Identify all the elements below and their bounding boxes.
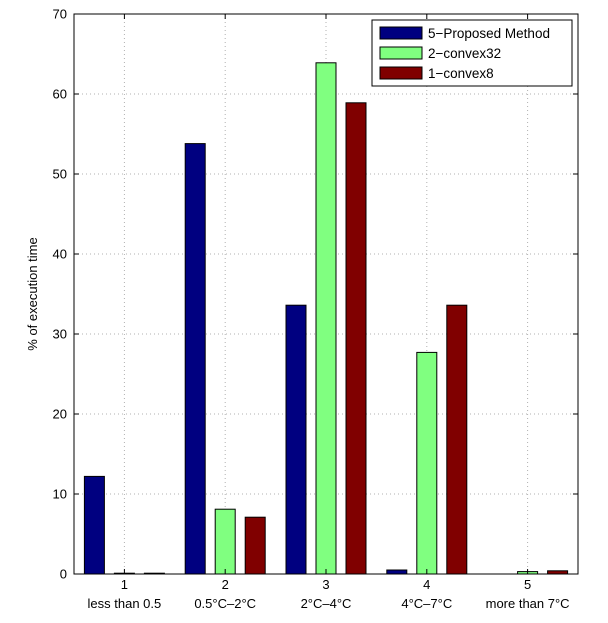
x-tick-label: 2 xyxy=(222,577,229,592)
bars xyxy=(83,62,569,575)
x-tick-sublabel: 2°C–4°C xyxy=(301,596,352,611)
x-tick-label: 4 xyxy=(423,577,430,592)
bar xyxy=(446,304,468,575)
bar xyxy=(83,475,105,575)
y-tick-label: 60 xyxy=(53,87,67,102)
bar xyxy=(184,143,206,575)
axis-ticks xyxy=(74,13,578,575)
bar xyxy=(315,62,337,575)
x-tick-labels: 1 less than 0.5 2 0.5°C–2°C 3 2°C–4°C 4 4°C–7°C… xyxy=(88,577,570,611)
y-tick-label: 0 xyxy=(60,567,67,582)
legend-label: 5−Proposed Method xyxy=(428,26,550,41)
x-tick-label: 3 xyxy=(322,577,329,592)
y-axis-label: % of execution time xyxy=(25,237,40,350)
bar xyxy=(345,102,367,575)
bar xyxy=(244,516,266,575)
legend-label: 2−convex32 xyxy=(428,46,501,61)
legend-swatch xyxy=(379,66,423,80)
legend-swatch xyxy=(379,46,423,60)
y-tick-labels: 0 10 20 30 40 50 60 70 xyxy=(53,7,67,582)
y-tick-label: 40 xyxy=(53,247,67,262)
x-tick-sublabel: less than 0.5 xyxy=(88,596,162,611)
legend-swatch xyxy=(379,26,423,40)
y-tick-label: 70 xyxy=(53,7,67,22)
x-tick-label: 5 xyxy=(524,577,531,592)
y-tick-label: 20 xyxy=(53,407,67,422)
x-tick-sublabel: 4°C–7°C xyxy=(401,596,452,611)
x-tick-sublabel: more than 7°C xyxy=(486,596,570,611)
bar xyxy=(416,351,438,575)
x-tick-label: 1 xyxy=(121,577,128,592)
bar xyxy=(285,304,307,575)
bar xyxy=(386,569,408,575)
y-tick-label: 50 xyxy=(53,167,67,182)
bar xyxy=(214,508,236,575)
y-tick-label: 30 xyxy=(53,327,67,342)
x-tick-sublabel: 0.5°C–2°C xyxy=(194,596,256,611)
y-tick-label: 10 xyxy=(53,487,67,502)
legend: 5−Proposed Method 2−convex32 1−convex8 xyxy=(371,19,573,87)
legend-label: 1−convex8 xyxy=(428,66,494,81)
